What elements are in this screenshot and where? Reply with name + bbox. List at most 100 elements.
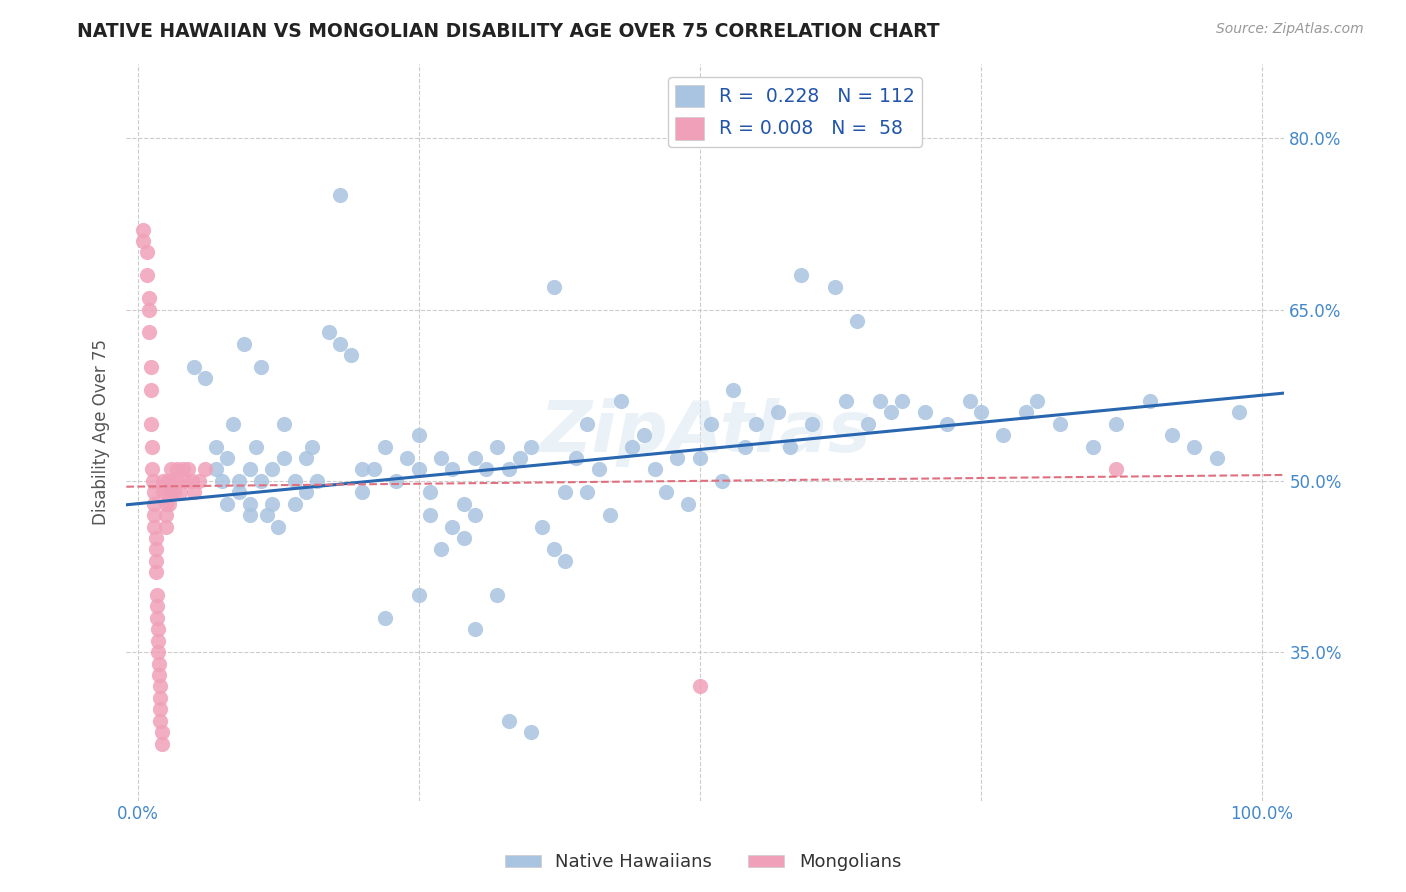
Point (880, 405, 903, 419)
Point (250, 474, 273, 488)
Point (689, 450, 711, 465)
Point (959, 393, 981, 408)
Point (194, 462, 217, 476)
Point (543, 542, 565, 557)
Point (723, 383, 745, 397)
Point (318, 326, 340, 340)
Point (284, 474, 307, 488)
Text: ZipAtlas: ZipAtlas (540, 398, 872, 467)
Point (1105, 462, 1128, 476)
Point (1161, 428, 1184, 442)
Point (217, 450, 239, 465)
Point (222, 417, 245, 431)
Point (374, 611, 396, 625)
Point (891, 393, 914, 408)
Point (139, 383, 162, 397)
Point (141, 462, 163, 476)
Point (149, 690, 172, 705)
Point (262, 497, 284, 511)
Point (430, 450, 453, 465)
Point (177, 462, 200, 476)
Point (464, 450, 486, 465)
Point (146, 633, 169, 648)
Point (464, 508, 486, 523)
Point (711, 474, 734, 488)
Point (307, 474, 329, 488)
Point (914, 405, 936, 419)
Point (329, 336, 352, 351)
Point (284, 497, 307, 511)
Point (576, 485, 599, 500)
Point (464, 623, 486, 637)
Point (408, 428, 430, 442)
Point (250, 359, 273, 374)
Point (453, 497, 475, 511)
Point (132, 234, 155, 248)
Point (295, 450, 318, 465)
Point (273, 417, 295, 431)
Point (419, 485, 441, 500)
Point (228, 485, 250, 500)
Point (498, 714, 520, 728)
Point (132, 222, 155, 236)
Point (217, 497, 239, 511)
Point (146, 623, 169, 637)
Point (1083, 440, 1105, 454)
Point (610, 393, 633, 408)
Point (543, 279, 565, 293)
Point (145, 588, 167, 602)
Point (1049, 417, 1071, 431)
Point (531, 519, 554, 533)
Point (205, 440, 228, 454)
Point (149, 702, 172, 716)
Point (441, 462, 464, 476)
Point (453, 531, 475, 545)
Point (155, 497, 177, 511)
Point (152, 474, 174, 488)
Point (155, 519, 177, 533)
Point (239, 497, 262, 511)
Point (801, 417, 824, 431)
Point (408, 462, 430, 476)
Point (498, 462, 520, 476)
Point (135, 245, 157, 260)
Point (183, 485, 205, 500)
Point (565, 450, 588, 465)
Point (139, 417, 162, 431)
Point (148, 657, 170, 671)
Point (138, 302, 160, 317)
Point (239, 462, 262, 476)
Point (138, 326, 160, 340)
Point (149, 680, 172, 694)
Point (441, 519, 464, 533)
Point (768, 405, 790, 419)
Point (239, 508, 262, 523)
Point (858, 417, 880, 431)
Point (936, 417, 959, 431)
Point (374, 440, 396, 454)
Point (183, 359, 205, 374)
Point (621, 440, 644, 454)
Point (329, 188, 352, 202)
Point (245, 440, 267, 454)
Point (576, 417, 599, 431)
Point (148, 668, 170, 682)
Point (156, 474, 179, 488)
Point (599, 508, 621, 523)
Point (734, 440, 756, 454)
Y-axis label: Disability Age Over 75: Disability Age Over 75 (93, 339, 110, 525)
Point (135, 268, 157, 283)
Point (205, 462, 228, 476)
Point (172, 462, 194, 476)
Point (152, 485, 174, 500)
Point (554, 554, 576, 568)
Point (301, 440, 323, 454)
Point (1229, 405, 1251, 419)
Point (145, 566, 167, 580)
Point (150, 725, 173, 739)
Point (145, 599, 167, 614)
Point (779, 440, 801, 454)
Point (267, 519, 290, 533)
Point (678, 497, 700, 511)
Point (993, 428, 1015, 442)
